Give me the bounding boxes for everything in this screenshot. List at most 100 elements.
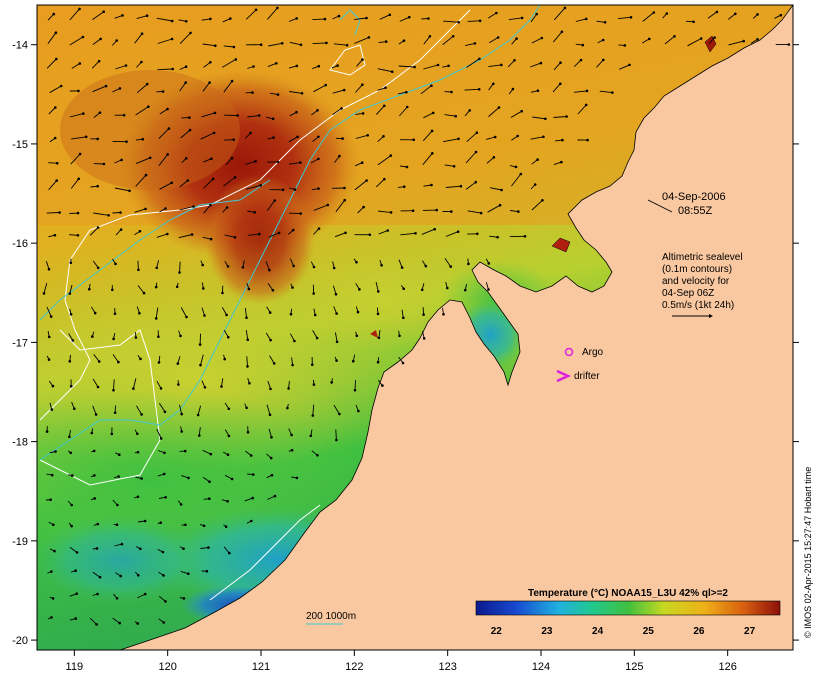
velocity-arrow-head [523, 235, 527, 238]
velocity-arrow-head [115, 597, 119, 600]
velocity-arrow-head [143, 519, 147, 523]
velocity-arrow-head [270, 473, 274, 477]
velocity-arrow-head [50, 408, 54, 411]
velocity-arrow-head [330, 381, 334, 384]
velocity-arrow-head [411, 209, 415, 212]
velocity-arrow [444, 114, 456, 117]
velocity-arrow-head [227, 434, 231, 438]
velocity-arrow-head [246, 430, 250, 434]
velocity-arrow-head [336, 64, 339, 67]
velocity-arrow [221, 378, 224, 387]
velocity-arrow [355, 84, 363, 93]
velocity-arrow-head [317, 157, 320, 161]
lon-tick-label: 119 [66, 661, 84, 673]
velocity-arrow-head [561, 138, 564, 142]
velocity-arrow-head [312, 265, 316, 269]
time-label: 08:55Z [678, 205, 713, 217]
velocity-arrow-head [221, 291, 224, 295]
velocity-arrow-head [389, 211, 393, 214]
velocity-arrow-head [247, 287, 251, 291]
velocity-arrow-head [665, 12, 669, 15]
velocity-arrow [399, 16, 410, 22]
velocity-arrow-head [55, 57, 58, 61]
velocity-arrow-head [136, 450, 140, 454]
velocity-arrow [48, 180, 58, 191]
velocity-arrow-head [170, 181, 173, 185]
velocity-arrow [356, 59, 363, 67]
velocity-arrow-head [68, 360, 72, 363]
velocity-arrow-head [586, 138, 589, 142]
velocity-arrow [222, 18, 231, 23]
velocity-arrow-head [648, 37, 651, 41]
velocity-arrow [289, 91, 303, 94]
velocity-arrow-head [457, 21, 461, 24]
velocity-arrow [531, 199, 543, 211]
velocity-arrow [244, 308, 247, 318]
velocity-arrow [288, 65, 297, 69]
velocity-arrow [132, 378, 137, 389]
velocity-arrow [69, 234, 78, 236]
velocity-arrow-head [223, 357, 226, 361]
velocity-arrow-head [45, 430, 49, 433]
velocity-arrow-head [402, 185, 406, 188]
velocity-arrow-head [323, 17, 327, 21]
velocity-arrow-head [381, 384, 384, 387]
velocity-arrow-head [464, 288, 467, 292]
velocity-arrow-head [474, 180, 478, 184]
velocity-arrow [245, 330, 249, 340]
velocity-arrow [179, 180, 189, 188]
velocity-arrow-head [77, 89, 80, 93]
velocity-arrow [728, 40, 744, 46]
velocity-arrow-head [422, 313, 425, 316]
velocity-arrow-head [140, 32, 144, 35]
velocity-arrow-head [313, 313, 317, 317]
velocity-arrow [334, 232, 346, 238]
velocity-arrow-head [230, 477, 234, 481]
velocity-arrow-head [295, 17, 299, 20]
velocity-arrow-head [295, 476, 299, 480]
velocity-arrow-head [539, 61, 543, 65]
velocity-arrow-head [161, 90, 165, 93]
velocity-arrow-head [581, 43, 585, 47]
velocity-arrow [312, 330, 318, 339]
velocity-arrow [158, 595, 166, 602]
velocity-arrow [377, 135, 384, 143]
velocity-arrow [687, 38, 702, 47]
longitude-axis: 119 120 121 122 123 124 125 126 [66, 650, 737, 673]
velocity-arrow-head [159, 387, 163, 390]
velocity-arrow [224, 234, 236, 238]
velocity-arrow-head [69, 261, 73, 265]
velocity-arrow [134, 33, 143, 44]
colorbar-tick-label: 27 [744, 626, 756, 637]
velocity-arrow-head [268, 311, 272, 314]
velocity-arrow-head [198, 343, 202, 346]
velocity-arrow-head [487, 262, 491, 265]
velocity-arrow-head [52, 12, 56, 16]
velocity-arrow [267, 380, 271, 390]
velocity-arrow-head [47, 267, 51, 271]
velocity-arrow-head [187, 572, 190, 575]
velocity-arrow-head [196, 413, 200, 417]
velocity-arrow-head [420, 288, 424, 292]
velocity-arrow [112, 354, 119, 363]
lat-tick-label: -20 [12, 635, 28, 647]
velocity-arrow-head [177, 383, 180, 386]
velocity-arrow [89, 617, 97, 625]
velocity-arrow-head [427, 17, 430, 20]
velocity-arrow-head [77, 177, 80, 181]
velocity-arrow-head [55, 161, 59, 165]
velocity-arrow-head [449, 265, 453, 268]
velocity-arrow-head [104, 84, 108, 88]
velocity-arrow [158, 154, 169, 166]
velocity-arrow-head [357, 409, 360, 413]
velocity-arrow-head [299, 43, 303, 47]
velocity-arrow-head [137, 268, 140, 272]
velocity-arrow [398, 259, 403, 268]
velocity-arrow-head [122, 113, 126, 117]
velocity-arrow [267, 282, 274, 291]
velocity-arrow-head [430, 129, 434, 133]
velocity-arrow-head [84, 135, 88, 139]
velocity-arrow-head [92, 449, 96, 453]
velocity-arrow-head [368, 233, 372, 236]
velocity-arrow-head [311, 363, 314, 367]
